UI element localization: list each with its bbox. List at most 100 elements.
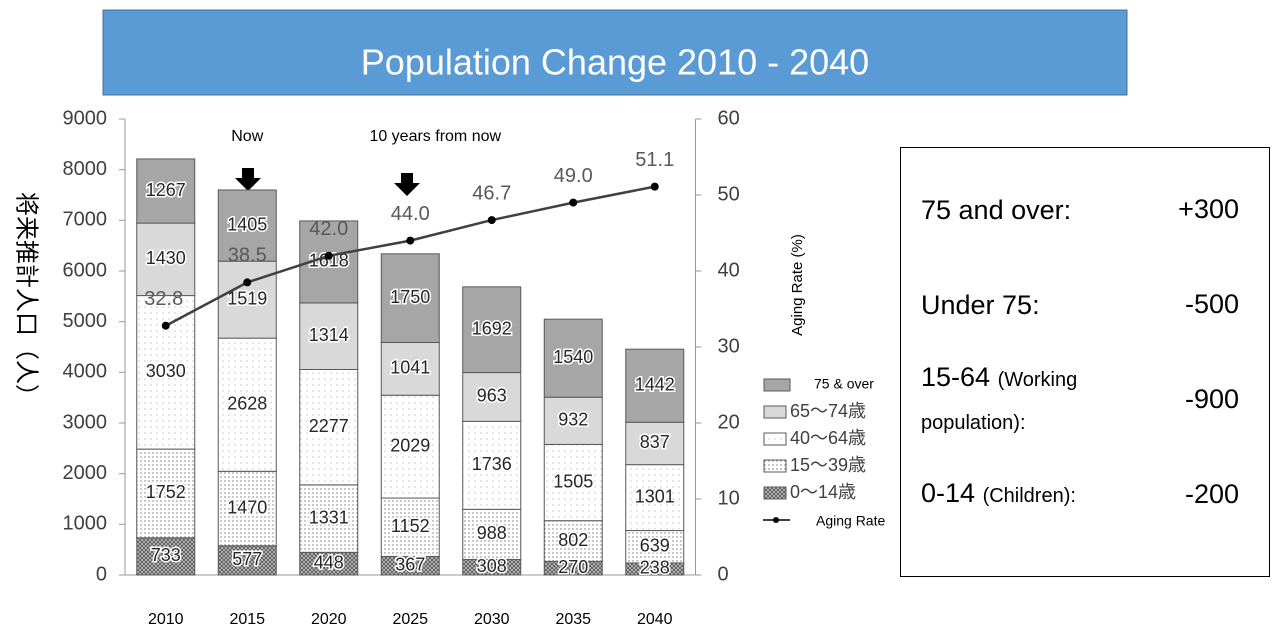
y2-tick-label: 60 <box>718 107 740 129</box>
data-label: 963 <box>477 386 507 406</box>
title-bar <box>102 9 1128 96</box>
data-label: 1736 <box>472 454 512 474</box>
line-label: 44.0 <box>391 203 430 225</box>
summary-label-text: 0-14 <box>921 478 976 508</box>
y2-tick-label: 10 <box>718 487 740 509</box>
line-label: 51.1 <box>635 149 674 171</box>
legend-swatch <box>763 432 787 446</box>
data-label: 577 <box>232 549 262 569</box>
data-label: 837 <box>640 432 670 452</box>
y-tick-label: 5000 <box>63 310 108 332</box>
data-label: 2029 <box>390 435 430 455</box>
bar-segment <box>299 302 359 370</box>
chart-title: Population Change 2010 - 2040 <box>361 42 869 83</box>
x-tick-label: 2015 <box>229 611 265 628</box>
data-label: 1752 <box>146 482 186 502</box>
bar-segment <box>462 372 522 422</box>
arrow <box>235 168 261 191</box>
data-label: 1267 <box>146 180 186 200</box>
bar-segment <box>462 286 522 374</box>
bar-segment <box>380 341 440 396</box>
summary-label: 75 and over: <box>921 190 1071 230</box>
x-tick-label: 2030 <box>474 611 510 628</box>
summary-row: Under 75: -500 <box>921 257 1249 352</box>
data-label: 2628 <box>227 393 267 413</box>
y2-tick-label: 20 <box>718 411 740 433</box>
summary-value: -500 <box>1184 289 1239 319</box>
legend-label: 40～64歳 <box>790 428 866 448</box>
data-label: 1152 <box>391 516 430 536</box>
summary-note: (Working population): <box>921 368 1078 434</box>
bar-segment <box>625 348 685 423</box>
summary-row: 0-14 (Children): -200 <box>921 447 1249 542</box>
x-tick-label: 2035 <box>555 611 591 628</box>
x-tick-label: 2010 <box>148 611 184 628</box>
y-tick-label: 0 <box>96 563 107 585</box>
summary-label: 15-64 (Working population): <box>921 357 1151 443</box>
bar-segment <box>625 530 685 564</box>
y2-tick-label: 0 <box>718 563 729 585</box>
x-tick-label: 2040 <box>637 611 673 628</box>
legend-swatch <box>763 459 787 473</box>
line-label: 46.7 <box>472 182 511 204</box>
data-label: 270 <box>558 557 588 577</box>
data-label: 367 <box>395 554 425 574</box>
arrow <box>394 173 420 196</box>
summary-label-text: Under 75: <box>921 289 1040 320</box>
bar-segment <box>380 497 440 557</box>
bar-segment <box>543 318 603 398</box>
legend-label: 75 & over <box>814 376 874 392</box>
data-label: 1470 <box>227 497 267 517</box>
data-label: 932 <box>558 410 588 430</box>
legend-swatch <box>763 378 791 392</box>
y-tick-label: 3000 <box>63 411 108 433</box>
bar-segment <box>217 545 277 576</box>
data-label: 802 <box>558 530 588 550</box>
legend-dot <box>773 517 779 523</box>
line-point <box>161 321 170 330</box>
data-label: 1750 <box>390 287 430 307</box>
data-label: 733 <box>151 545 181 565</box>
data-label: 1331 <box>309 507 349 527</box>
data-label: 448 <box>314 552 344 572</box>
y-tick-label: 8000 <box>63 158 108 180</box>
line-label: 32.8 <box>144 288 183 310</box>
y2-axis-label: Aging Rate (%) <box>789 234 806 336</box>
bar-segment <box>299 368 359 486</box>
data-label: 308 <box>477 556 507 576</box>
data-label: 1540 <box>553 347 593 367</box>
bar-segment <box>380 253 440 343</box>
y-tick-label: 7000 <box>63 209 108 231</box>
x-tick-label: 2025 <box>392 611 428 628</box>
legend-label: Aging Rate <box>816 513 885 529</box>
summary-row: 75 and over: +300 <box>921 162 1249 257</box>
summary-label: Under 75: <box>921 285 1040 325</box>
summary-label-text: 15-64 <box>921 361 991 392</box>
line-label: 49.0 <box>554 165 593 187</box>
data-label: 1301 <box>635 486 675 506</box>
summary-label-text: 75 and over: <box>921 194 1072 225</box>
summary-label: 0-14 (Children): <box>921 473 1076 516</box>
line-point <box>406 236 415 245</box>
annotation: 10 years from now <box>369 128 501 145</box>
data-label: 1692 <box>472 318 512 338</box>
y-tick-label: 1000 <box>63 513 108 535</box>
legend-label: 0～14歳 <box>790 482 856 502</box>
line-point <box>650 182 659 191</box>
summary-note: (Children): <box>982 485 1076 507</box>
bar-segment <box>543 520 603 562</box>
y-tick-label: 2000 <box>63 462 108 484</box>
data-label: 639 <box>640 536 670 556</box>
line-point <box>243 278 252 287</box>
data-label: 3030 <box>146 361 186 381</box>
bar-segment <box>136 537 196 576</box>
bar-segment <box>217 189 277 262</box>
data-label: 1519 <box>227 288 267 308</box>
bar-segment <box>625 464 685 532</box>
x-tick-label: 2020 <box>311 611 347 628</box>
legend-label: 65～74歳 <box>790 401 866 421</box>
bar-segment <box>217 260 277 339</box>
line-point <box>487 216 496 225</box>
data-label: 988 <box>477 523 507 543</box>
